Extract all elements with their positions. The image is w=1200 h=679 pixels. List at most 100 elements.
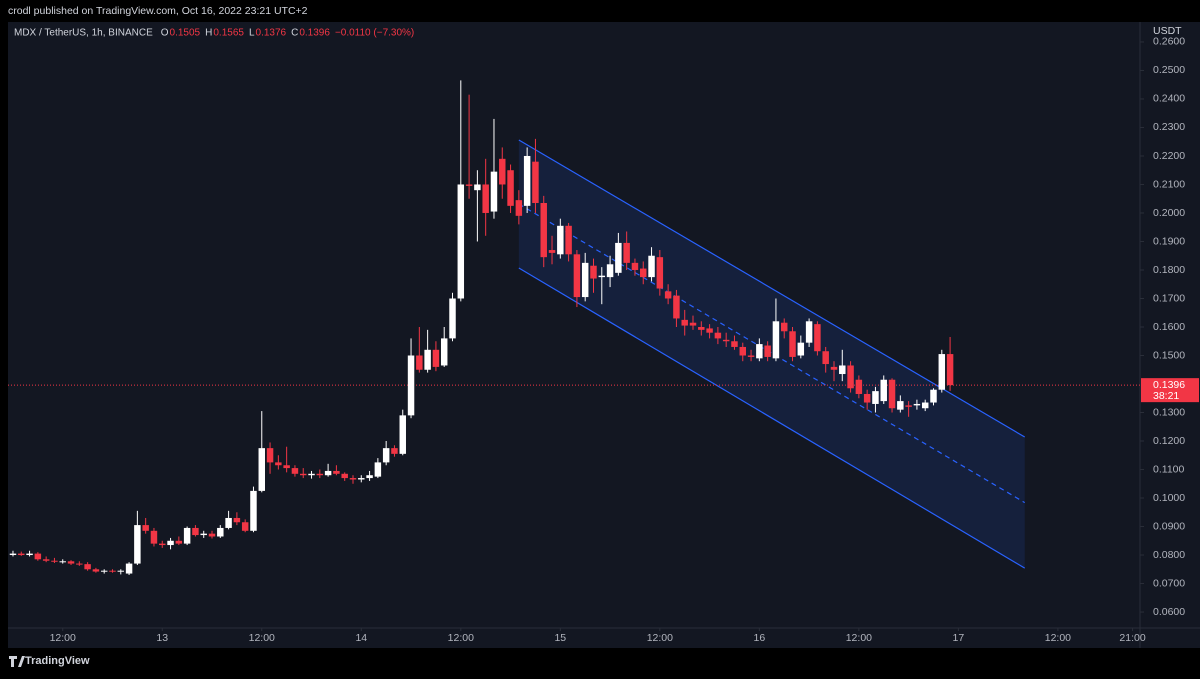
y-tick-label: 0.2100 xyxy=(1153,178,1185,190)
legend-key: C xyxy=(291,28,298,39)
candle-body xyxy=(921,402,929,409)
candle-body xyxy=(880,379,887,402)
candle-body xyxy=(623,242,630,263)
candle-body xyxy=(449,298,456,339)
y-tick-label: 0.0600 xyxy=(1153,606,1185,618)
candle-body xyxy=(640,268,647,278)
candle-body xyxy=(648,255,655,278)
channel-middle xyxy=(518,203,1026,504)
y-tick-label: 0.0800 xyxy=(1153,549,1185,561)
candle-body xyxy=(656,257,664,289)
candle-body xyxy=(150,530,158,544)
candle-body xyxy=(250,490,257,531)
candle-body xyxy=(830,366,838,370)
candle-body xyxy=(540,203,547,258)
candle-body xyxy=(739,346,746,356)
candle-body xyxy=(499,158,506,185)
candle-body xyxy=(606,264,614,278)
candle-body xyxy=(26,553,33,556)
candle-body xyxy=(225,517,232,528)
brand-logo: TradingView xyxy=(9,655,90,667)
candle-body xyxy=(532,161,539,204)
y-tick-label: 0.1700 xyxy=(1153,292,1185,304)
candle-body xyxy=(698,326,705,330)
candle-body xyxy=(92,569,100,572)
channel-fill xyxy=(518,140,1025,569)
candle-body xyxy=(722,339,730,342)
candle-body xyxy=(465,184,473,186)
y-tick-label: 0.2600 xyxy=(1153,36,1185,48)
x-tick-label: 12:00 xyxy=(50,632,76,644)
candle-body xyxy=(217,527,224,537)
candle-body xyxy=(615,242,622,273)
candle-body xyxy=(299,473,307,476)
legend-key: O xyxy=(161,28,169,39)
candle-body xyxy=(548,250,556,253)
candle-body xyxy=(507,170,514,206)
x-tick-label: 17 xyxy=(953,632,965,644)
currency: USDT xyxy=(1153,25,1182,37)
y-tick-label: 0.1200 xyxy=(1153,435,1185,447)
candle-body xyxy=(100,570,108,572)
legend-value: 0.1376 xyxy=(256,28,287,39)
candle-body xyxy=(888,379,896,409)
candle-body xyxy=(333,470,340,474)
symbol: MDX / TetherUS, 1h, BINANCE xyxy=(14,28,153,39)
candle-body xyxy=(515,200,523,216)
y-tick-label: 0.0700 xyxy=(1153,577,1185,589)
byline: crodl published on TradingView.com, Oct … xyxy=(8,5,308,17)
candle-body xyxy=(200,533,207,536)
y-tick-label: 0.1600 xyxy=(1153,321,1185,333)
candle-body xyxy=(34,553,42,560)
candle-body xyxy=(913,403,921,406)
y-tick-label: 0.2000 xyxy=(1153,207,1185,219)
candle-body xyxy=(316,473,324,476)
candle-body xyxy=(565,225,572,255)
candle-body xyxy=(440,338,448,366)
candle-body xyxy=(814,324,821,352)
y-tick-label: 0.2400 xyxy=(1153,93,1185,105)
candle-body xyxy=(905,405,912,407)
y-tick-label: 0.2200 xyxy=(1153,150,1185,162)
x-tick-label: 12:00 xyxy=(1045,632,1071,644)
legend-value: 0.1505 xyxy=(170,28,201,39)
x-tick-label: 13 xyxy=(156,632,168,644)
candle-body xyxy=(167,540,174,546)
legend-value: 0.1565 xyxy=(213,28,244,39)
candle-body xyxy=(366,475,373,479)
candle-body xyxy=(59,561,66,563)
y-tick-label: 0.2300 xyxy=(1153,121,1185,133)
logo-mark xyxy=(9,656,25,667)
candle-body xyxy=(382,448,390,463)
candle-body xyxy=(324,470,332,476)
legend-key: L xyxy=(249,28,255,39)
x-tick-label: 12:00 xyxy=(647,632,673,644)
candle-body xyxy=(681,319,688,326)
candle-body xyxy=(275,462,282,466)
channel-lower xyxy=(518,267,1026,569)
candle-body xyxy=(747,355,755,357)
candle-body xyxy=(689,322,697,326)
candle-body xyxy=(134,525,141,564)
candle-body xyxy=(706,328,713,333)
candle-body xyxy=(308,473,315,476)
candle-body xyxy=(192,527,199,536)
candle-body xyxy=(863,393,871,403)
candle-body xyxy=(67,561,75,564)
candle-body xyxy=(416,355,423,370)
candle-body xyxy=(490,171,498,212)
candle-body xyxy=(946,354,954,386)
candle-body xyxy=(233,517,241,523)
candle-body xyxy=(424,349,431,370)
candle-body xyxy=(258,448,266,491)
candle-body xyxy=(76,563,83,565)
candle-body xyxy=(631,262,639,270)
candle-body xyxy=(839,365,846,375)
candle-body xyxy=(930,389,937,403)
candle-body xyxy=(805,321,813,343)
candle-body xyxy=(266,448,274,463)
x-tick-label: 15 xyxy=(554,632,566,644)
change: −0.0110 (−7.30%) xyxy=(335,28,414,39)
candle-body xyxy=(789,331,796,357)
